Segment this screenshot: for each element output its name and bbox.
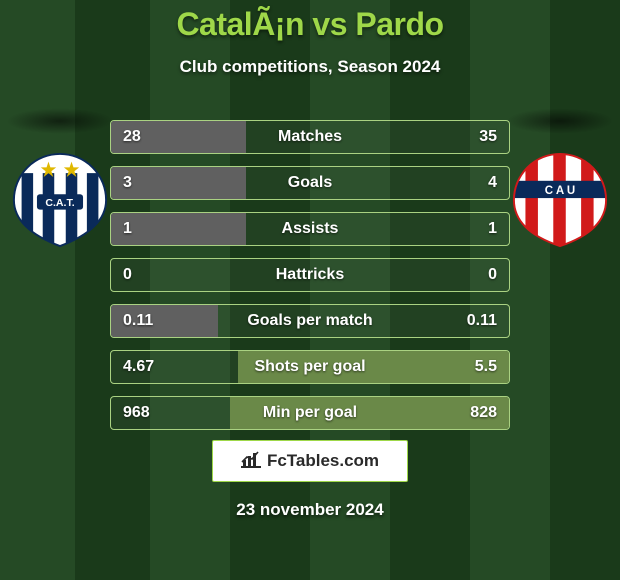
stat-label: Goals per match — [111, 312, 509, 330]
subtitle-part-a: Club competitions, — [180, 57, 338, 76]
stat-label: Min per goal — [111, 404, 509, 422]
stat-row: 00Hattricks — [110, 258, 510, 292]
stat-row: 2835Matches — [110, 120, 510, 154]
subtitle-part-b: Season 2024 — [337, 57, 440, 76]
page-title: CatalÃ¡n vs Pardo — [0, 0, 620, 43]
stat-row: 4.675.5Shots per goal — [110, 350, 510, 384]
stat-label: Goals — [111, 174, 509, 192]
stat-row: 968828Min per goal — [110, 396, 510, 430]
right-team-badge-wrap: C A U — [500, 108, 620, 253]
brand-chart-icon — [241, 450, 261, 473]
stat-row: 34Goals — [110, 166, 510, 200]
badge-shadow-right — [506, 108, 614, 134]
subtitle: Club competitions, Season 2024 — [0, 57, 620, 77]
bg-stripe — [0, 0, 75, 580]
stats-rows: 2835Matches 34Goals 11Assists 00Hattricks 0.… — [110, 120, 510, 442]
stat-label: Hattricks — [111, 266, 509, 284]
club-badge-talleres: C.A.T. — [12, 152, 108, 248]
stat-label: Matches — [111, 128, 509, 146]
svg-text:C A U: C A U — [545, 185, 576, 197]
badge-shadow-left — [6, 108, 114, 134]
left-team-badge-wrap: C.A.T. — [0, 108, 120, 253]
stat-row: 0.110.11Goals per match — [110, 304, 510, 338]
stat-row: 11Assists — [110, 212, 510, 246]
club-badge-union: C A U — [512, 152, 608, 248]
brand-badge: FcTables.com — [212, 440, 408, 482]
svg-text:C.A.T.: C.A.T. — [45, 197, 74, 209]
brand-text: FcTables.com — [267, 451, 379, 471]
date-text: 23 november 2024 — [0, 500, 620, 520]
stat-label: Shots per goal — [111, 358, 509, 376]
stat-label: Assists — [111, 220, 509, 238]
